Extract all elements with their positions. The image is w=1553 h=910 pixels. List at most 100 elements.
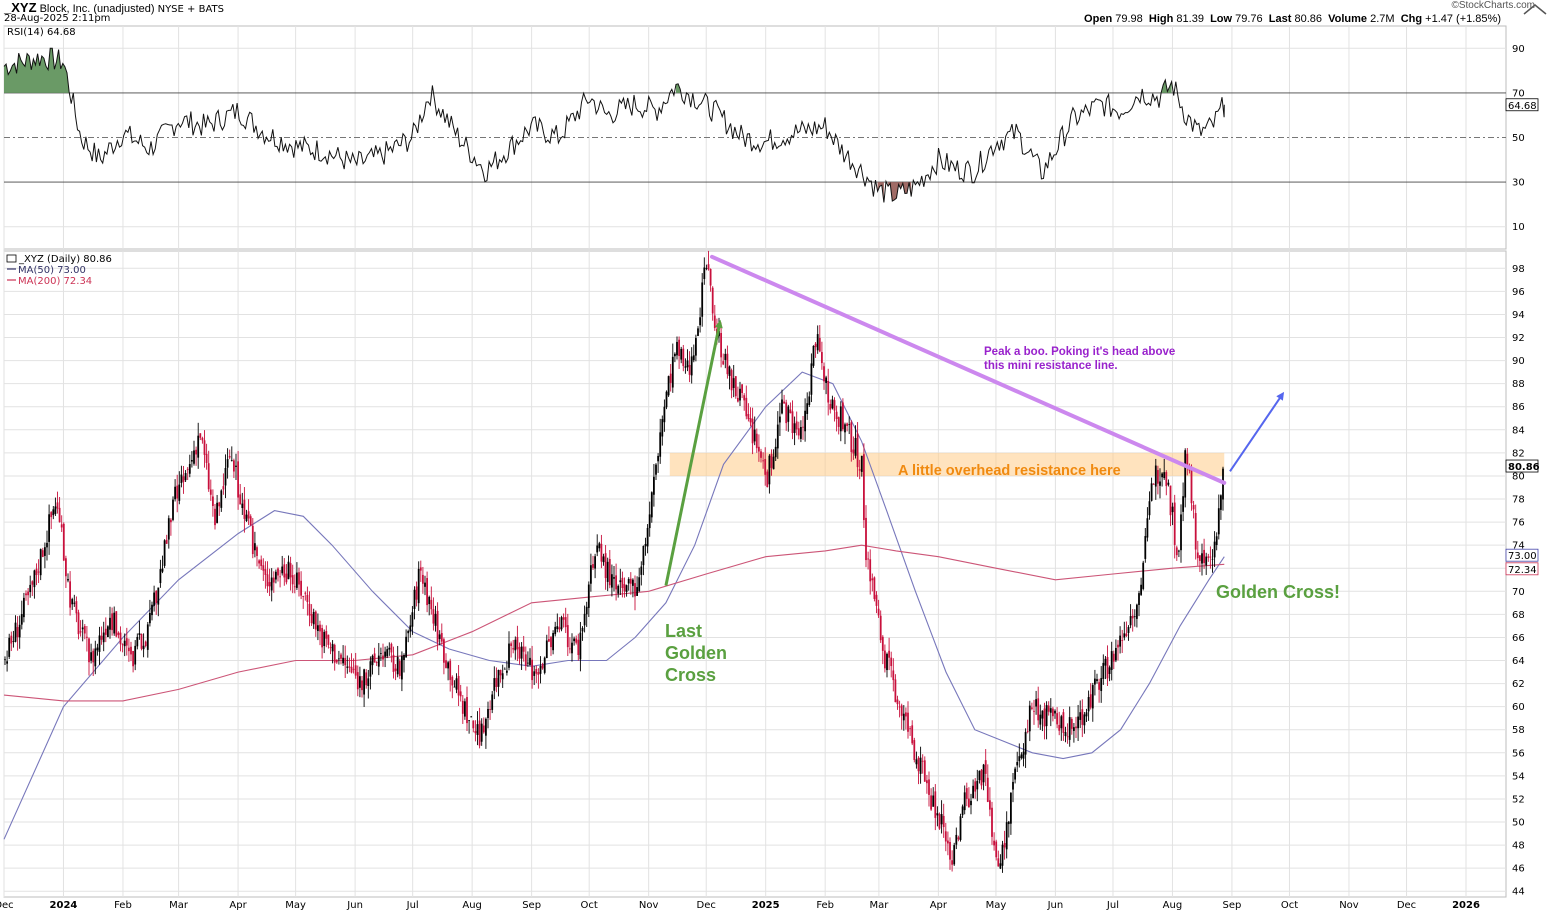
candle-body <box>852 449 855 454</box>
candle-body <box>911 725 914 744</box>
candle-body <box>997 858 1000 867</box>
candle-body <box>594 556 596 569</box>
candle-body <box>659 432 662 457</box>
rsi-line <box>3 47 1225 203</box>
candle-body <box>936 813 939 816</box>
price-y-tick: 64 <box>1512 656 1525 667</box>
candle-body <box>163 540 166 566</box>
candle-body <box>793 423 796 433</box>
candle-body <box>776 424 779 449</box>
price-value-box <box>1505 548 1539 562</box>
candle-body <box>361 680 363 691</box>
candle-body <box>661 419 664 437</box>
candle-body <box>197 435 200 458</box>
annotation-last: Last <box>665 621 702 641</box>
candle-body <box>629 578 632 584</box>
candle-body <box>991 807 993 837</box>
x-tick-label: Apr <box>229 900 247 910</box>
candle-body <box>734 376 737 397</box>
candle-body <box>67 579 69 581</box>
candle-body <box>1083 714 1086 726</box>
candle-body <box>518 646 521 659</box>
candle-body <box>569 648 571 650</box>
candle-body <box>816 334 819 351</box>
candle-body <box>434 613 437 626</box>
candle-body <box>982 764 985 783</box>
candle-body <box>697 328 699 336</box>
candle-body <box>136 636 139 647</box>
candle-body <box>902 713 905 721</box>
candle-body <box>533 671 536 676</box>
candle-body <box>214 508 216 526</box>
candle-body <box>58 507 61 523</box>
candle-body <box>1005 822 1008 850</box>
candle-body <box>1058 724 1061 731</box>
candle-body <box>369 661 372 677</box>
x-tick-label: Feb <box>114 900 132 910</box>
price-y-tick: 66 <box>1512 633 1525 644</box>
candle-body <box>795 421 798 430</box>
ma200-legend: MA(200) 72.34 <box>18 276 92 287</box>
candle-body <box>1119 635 1121 647</box>
candle-body <box>123 640 126 647</box>
candle-body <box>1003 843 1006 848</box>
candle-body <box>260 559 263 567</box>
candle-body <box>837 417 840 427</box>
candle-body <box>833 400 836 411</box>
candle-body <box>705 268 708 270</box>
chart-date: 28-Aug-2025 2:11pm <box>4 13 111 24</box>
candle-body <box>468 720 470 722</box>
candle-body <box>94 648 97 667</box>
candle-body <box>1062 712 1065 733</box>
candle-body <box>648 514 651 529</box>
candle-body <box>598 543 601 549</box>
candle-body <box>970 800 972 806</box>
x-tick-label: Mar <box>169 900 189 910</box>
candle-body <box>680 348 683 360</box>
candle-body <box>1049 708 1052 713</box>
candle-body <box>144 641 147 647</box>
candle-body <box>917 757 920 772</box>
candle-body <box>524 654 527 667</box>
candle-body <box>476 724 479 735</box>
candle-body <box>398 660 401 676</box>
candle-body <box>1031 707 1033 709</box>
candle-body <box>949 841 951 860</box>
candle-body <box>737 397 739 402</box>
candle-body <box>1136 604 1138 619</box>
candle-body <box>1041 710 1044 719</box>
candle-body <box>1129 616 1132 626</box>
candle-body <box>592 564 594 568</box>
candle-body <box>791 411 794 434</box>
candle-body <box>167 518 170 540</box>
x-tick-label: Nov <box>639 900 659 910</box>
candle-body <box>821 352 823 364</box>
candle-body <box>770 453 773 468</box>
candle-body <box>688 364 691 375</box>
candle-body <box>75 601 78 614</box>
x-tick-label: 2024 <box>50 900 78 910</box>
candle-body <box>1213 541 1216 558</box>
candle-body <box>585 606 588 615</box>
candle-body <box>1081 709 1084 725</box>
candle-body <box>1169 485 1172 516</box>
candle-body <box>1066 736 1069 738</box>
candle-body <box>1180 514 1182 551</box>
low-value: 79.76 <box>1235 13 1263 25</box>
price-value-label: 80.86 <box>1508 462 1540 473</box>
candle-body <box>571 642 573 654</box>
candle-body <box>850 422 853 453</box>
price-y-tick: 82 <box>1512 448 1525 459</box>
chevron-up-icon[interactable] <box>1520 2 1550 20</box>
candle-body <box>1037 698 1040 721</box>
price-y-tick: 84 <box>1512 425 1525 436</box>
candle-body <box>527 662 529 664</box>
candle-body <box>491 694 494 710</box>
candle-body <box>443 639 445 663</box>
candle-body <box>1142 562 1145 589</box>
candle-body <box>951 860 953 865</box>
candle-body <box>655 464 657 475</box>
candle-body <box>1163 472 1166 479</box>
candle-body <box>676 341 678 356</box>
candle-body <box>1024 732 1027 755</box>
